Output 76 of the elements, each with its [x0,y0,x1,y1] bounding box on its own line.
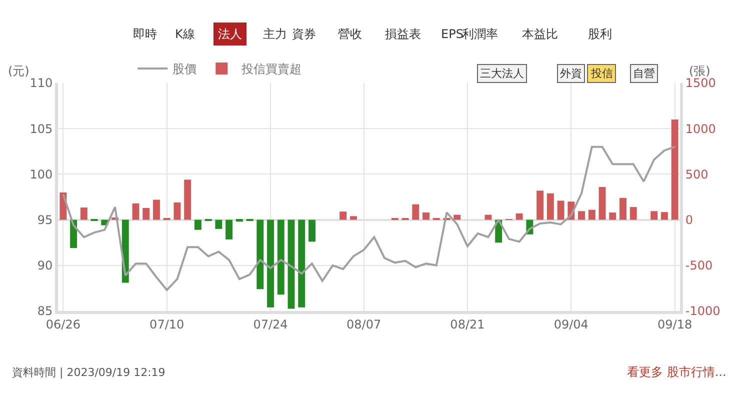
bar [516,213,523,220]
y-tick-label: 105 [30,122,53,136]
bar [598,186,606,220]
text: 營收 [338,27,362,41]
text: 即時 [133,27,157,41]
x-tick-label: 09/04 [554,317,588,332]
y2-tick-label: 0 [685,213,694,227]
text: EPS [441,27,464,41]
bar [609,212,616,220]
text: 本益比 [522,27,558,41]
bar [546,193,554,220]
y2-tick-label: 1000 [685,122,716,136]
y2-tick-label: 1500 [685,76,716,90]
bar [142,208,150,220]
bar [620,198,626,220]
x-tick-label: 06/26 [46,317,80,332]
bar [226,220,233,240]
text: 資料時間 | 2023/09/19 12:19 [12,366,166,379]
text: 利潤率 [462,27,498,41]
text: 法人 [218,27,242,41]
x-tick-label: 07/10 [150,317,184,332]
text: 股利 [588,27,612,41]
bar [194,220,202,230]
bar [80,207,88,220]
legend-label: 投信買賣超 [240,62,302,76]
text: 外資 [560,67,582,80]
y-tick-label: 90 [37,258,53,273]
line-series [62,146,676,292]
bar [350,216,357,220]
bar [660,212,668,220]
bar [298,220,306,308]
bar [174,202,181,220]
text: 三大法人 [480,67,524,80]
y-axis-title: (元) [8,64,30,78]
text: 主力 [263,27,287,41]
bar [153,200,160,220]
text: K線 [175,27,195,41]
bar [277,220,284,295]
y2-tick-label: -1000 [685,304,720,318]
y-tick-label: 100 [30,167,53,182]
bar [422,212,430,220]
bar [340,212,347,220]
bar [588,210,596,220]
x-tick-label: 08/07 [346,317,382,332]
text: 損益表 [385,27,421,41]
x-tick-label: 07/24 [253,317,288,332]
bar [267,220,274,308]
x-tick-label: 09/18 [658,317,692,332]
text: 投信 [590,67,613,80]
y-tick-label: 85 [37,304,53,318]
y2-tick-label: -500 [685,258,713,273]
bar [650,211,658,220]
y2-tick-label: 500 [685,167,708,182]
bar [236,219,243,222]
bar [308,220,316,242]
legend-label: 股價 [172,62,197,76]
bar [412,204,420,220]
y2-axis-title: (張) [689,64,710,78]
bar [557,200,564,220]
bar [288,220,295,309]
bar [484,214,492,220]
y-tick-label: 95 [37,213,53,227]
bar [536,190,544,220]
bar [454,214,461,220]
bar [578,211,585,220]
y-tick-label: 110 [30,76,53,90]
text: 看更多 股市行情... [627,365,726,379]
bar [630,207,637,220]
text: 自營 [633,67,655,80]
bar [671,119,678,220]
text: 資券 [292,27,316,41]
x-tick-label: 08/21 [450,317,485,332]
bar [132,203,140,220]
bar [215,220,222,229]
bar [184,180,192,220]
bar [256,220,264,290]
